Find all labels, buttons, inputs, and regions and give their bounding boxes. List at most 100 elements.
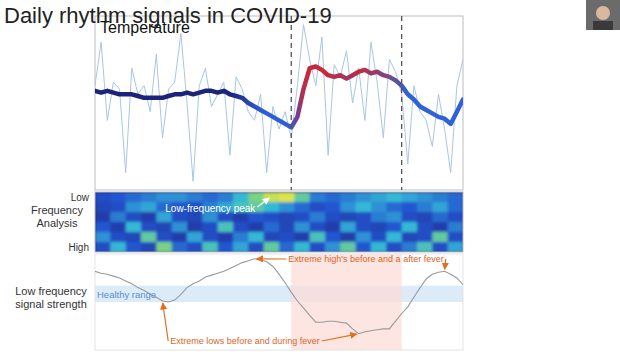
heatmap-cell [371, 212, 387, 223]
webcam-face [596, 6, 610, 20]
heatmap-cell [279, 212, 295, 223]
heatmap-cell [417, 202, 433, 213]
heatmap-cell [264, 202, 280, 213]
heatmap-cell [187, 232, 203, 243]
row-label: High [68, 242, 89, 253]
heatmap-cell [248, 232, 264, 243]
healthy-band [95, 286, 463, 302]
heatmap-cell [141, 202, 157, 213]
heatmap-cell [386, 222, 402, 233]
heatmap-cell [156, 192, 172, 203]
heatmap-cell [233, 192, 249, 203]
heatmap-cell [218, 222, 234, 233]
y-label: Frequency Analysis [22, 204, 92, 230]
heatmap-cell [294, 212, 310, 223]
smoothed-line [95, 67, 463, 128]
heatmap-cell [110, 232, 126, 243]
heatmap-cell [202, 232, 218, 243]
annotation-text: Low-frequency peak [165, 203, 256, 214]
heatmap-cell [371, 232, 387, 243]
annotation-arrow [444, 259, 446, 269]
heatmap-cell [402, 242, 418, 252]
annotation-arrow [256, 258, 286, 259]
heatmap-cell [402, 202, 418, 213]
heatmap-cell [356, 192, 372, 203]
heatmap-cell [248, 192, 264, 203]
signal-lines [95, 259, 463, 334]
heatmap-cell [264, 212, 280, 223]
heatmap-clip [95, 192, 463, 252]
heatmap-cell [448, 212, 463, 223]
heatmap-cell [432, 212, 448, 223]
heatmap-cell [126, 222, 142, 233]
band-label: Healthy range [97, 289, 156, 300]
heatmap-cell [126, 232, 142, 243]
heatmap-cell [386, 212, 402, 223]
heatmap-cell [294, 232, 310, 243]
slide: {"title": "Daily rhythm signals in COVID… [0, 0, 620, 360]
heatmap-cell [386, 232, 402, 243]
heatmap-cell [126, 202, 142, 213]
row-label: Low [71, 192, 90, 203]
temperature-lines [95, 25, 463, 182]
heatmap-cell [386, 202, 402, 213]
heatmap-cell [202, 242, 218, 252]
heatmap-cell [126, 242, 142, 252]
heatmap-cell [340, 222, 356, 233]
fever-marker [401, 16, 402, 190]
heatmap-cell [417, 212, 433, 223]
heatmap-cell [310, 202, 326, 213]
heatmap-cell [156, 222, 172, 233]
heatmap-cell [264, 242, 280, 252]
heatmap-cell [126, 192, 142, 203]
heatmap-cell [448, 192, 463, 203]
heatmap-cell [371, 242, 387, 252]
heatmap-cell [172, 222, 188, 233]
heatmap-cell [187, 192, 203, 203]
heatmap-cell [448, 202, 463, 213]
heatmap-cell [279, 192, 295, 203]
heatmap-cell [110, 202, 126, 213]
heatmap-cell [386, 242, 402, 252]
heatmap-cell [432, 222, 448, 233]
heatmap-cell [356, 212, 372, 223]
heatmap-cell [156, 242, 172, 252]
heatmap-cell [248, 222, 264, 233]
plot-frame [95, 16, 463, 190]
heatmap-cell [279, 242, 295, 252]
heatmap-cell [110, 212, 126, 223]
heatmap-cell [402, 232, 418, 243]
heatmap-cell [371, 222, 387, 233]
heatmap-cell [432, 192, 448, 203]
heatmap-cell [95, 192, 111, 203]
heatmap-cell [371, 192, 387, 203]
heatmap-cell [356, 222, 372, 233]
heatmap-cell [294, 202, 310, 213]
y-label: Low frequency signal strength [8, 285, 94, 311]
heatmap-cells [95, 192, 463, 252]
heatmap-cell [110, 242, 126, 252]
heatmap-cell [432, 232, 448, 243]
heatmap-cell [402, 212, 418, 223]
heatmap-cell [202, 222, 218, 233]
heatmap-cell [310, 232, 326, 243]
heatmap-cell [356, 242, 372, 252]
heatmap-cell [248, 242, 264, 252]
heatmap-cell [233, 232, 249, 243]
heatmap-cell [279, 232, 295, 243]
heatmap-cell [95, 242, 111, 252]
heatmap-cell [294, 222, 310, 233]
heatmap-cell [264, 232, 280, 243]
heatmap-cell [126, 212, 142, 223]
heatmap-cell [141, 242, 157, 252]
heatmap-cell [340, 242, 356, 252]
heatmap-cell [310, 222, 326, 233]
heatmap-cell [417, 222, 433, 233]
heatmap-cell [402, 222, 418, 233]
heatmap-cell [218, 192, 234, 203]
heatmap-cell [172, 192, 188, 203]
heatmap-cell [187, 242, 203, 252]
heatmap-cell [95, 222, 111, 233]
heatmap-cell [310, 212, 326, 223]
heatmap-cell [110, 222, 126, 233]
